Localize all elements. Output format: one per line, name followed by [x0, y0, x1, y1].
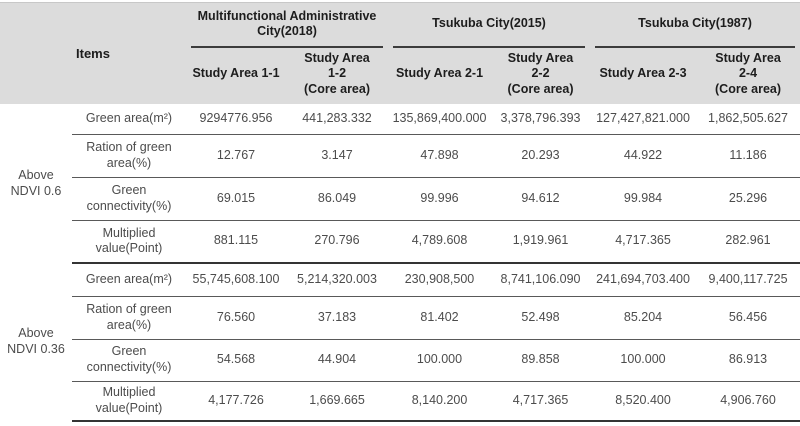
- header-group-row: Items Multifunctional Administrative Cit…: [0, 2, 800, 104]
- row-item-label: Green area(m²): [72, 104, 186, 135]
- column-header-study-area-1-2-core: Study Area 1-2 (Core area): [286, 48, 388, 104]
- column-header-study-area-1-1: Study Area 1-1: [186, 48, 286, 104]
- table-row: Ration of green area(%) 76.560 37.183 81…: [0, 296, 800, 340]
- row-item-label: Multiplied value(Point): [72, 220, 186, 264]
- row-group-label-above-ndvi-0-6: Above NDVI 0.6: [0, 104, 72, 263]
- table-row: Ration of green area(%) 12.767 3.147 47.…: [0, 134, 800, 178]
- data-cell: 3,378,796.393: [491, 104, 591, 135]
- data-cell: 270.796: [286, 220, 388, 264]
- data-cell: 282.961: [696, 220, 800, 264]
- table-header: Items Multifunctional Administrative Cit…: [0, 2, 800, 104]
- data-cell: 9,400,117.725: [696, 263, 800, 297]
- data-cell: 1,669.665: [286, 381, 388, 422]
- data-cell: 99.996: [388, 177, 491, 221]
- data-cell: 69.015: [186, 177, 286, 221]
- data-cell: 85.204: [590, 296, 697, 340]
- data-cell: 56.456: [696, 296, 800, 340]
- table-row: Green connectivity(%) 69.015 86.049 99.9…: [0, 177, 800, 221]
- data-cell: 9294776.956: [186, 104, 286, 135]
- column-header-study-area-2-1: Study Area 2-1: [388, 48, 491, 104]
- data-cell: 54.568: [186, 339, 286, 382]
- data-cell: 3.147: [286, 134, 388, 178]
- data-cell: 89.858: [491, 339, 591, 382]
- data-cell: 241,694,703.400: [590, 263, 697, 297]
- data-cell: 44.922: [590, 134, 697, 178]
- table-row: Multiplied value(Point) 4,177.726 1,669.…: [0, 381, 800, 422]
- table-row: Multiplied value(Point) 881.115 270.796 …: [0, 220, 800, 264]
- table-body: Above NDVI 0.6 Green area(m²) 9294776.95…: [0, 104, 800, 422]
- data-cell: 81.402: [388, 296, 491, 340]
- data-cell: 4,789.608: [388, 220, 491, 264]
- data-cell: 8,520.400: [590, 381, 697, 422]
- row-group-label-above-ndvi-0-36: Above NDVI 0.36: [0, 263, 72, 421]
- data-cell: 11.186: [696, 134, 800, 178]
- row-item-label: Green connectivity(%): [72, 339, 186, 382]
- column-header-study-area-2-2-core: Study Area 2-2 (Core area): [491, 48, 591, 104]
- group-header-tsukuba-city-2015: Tsukuba City(2015): [388, 2, 591, 48]
- data-cell: 20.293: [491, 134, 591, 178]
- table-row: Green connectivity(%) 54.568 44.904 100.…: [0, 339, 800, 382]
- data-cell: 55,745,608.100: [186, 263, 286, 297]
- data-cell: 441,283.332: [286, 104, 388, 135]
- data-cell: 230,908,500: [388, 263, 491, 297]
- data-cell: 12.767: [186, 134, 286, 178]
- data-cell: 76.560: [186, 296, 286, 340]
- row-item-label: Green area(m²): [72, 263, 186, 297]
- data-cell: 100.000: [388, 339, 491, 382]
- data-cell: 8,741,106.090: [491, 263, 591, 297]
- data-cell: 127,427,821.000: [590, 104, 697, 135]
- data-cell: 94.612: [491, 177, 591, 221]
- header-subcolumn-row: Study Area 1-1 Study Area 1-2 (Core area…: [0, 48, 800, 104]
- group-header-multifunctional-administrative-city-2018: Multifunctional Administrative City(2018…: [186, 2, 388, 48]
- group-header-label: Tsukuba City(2015): [393, 3, 586, 48]
- data-cell: 47.898: [388, 134, 491, 178]
- group-header-label: Tsukuba City(1987): [595, 3, 796, 48]
- data-cell: 4,177.726: [186, 381, 286, 422]
- group-header-tsukuba-city-1987: Tsukuba City(1987): [590, 2, 800, 48]
- data-cell: 86.913: [696, 339, 800, 382]
- data-cell: 4,906.760: [696, 381, 800, 422]
- data-cell: 8,140.200: [388, 381, 491, 422]
- data-cell: 4,717.365: [590, 220, 697, 264]
- data-cell: 881.115: [186, 220, 286, 264]
- data-cell: 52.498: [491, 296, 591, 340]
- data-cell: 44.904: [286, 339, 388, 382]
- table-row: Above NDVI 0.36 Green area(m²) 55,745,60…: [0, 263, 800, 421]
- data-cell: 100.000: [590, 339, 697, 382]
- row-item-label: Ration of green area(%): [72, 296, 186, 340]
- data-cell: 4,717.365: [491, 381, 591, 422]
- data-cell: 5,214,320.003: [286, 263, 388, 297]
- column-header-study-area-2-3: Study Area 2-3: [590, 48, 697, 104]
- row-item-label: Green connectivity(%): [72, 177, 186, 221]
- data-cell: 1,919.961: [491, 220, 591, 264]
- data-cell: 37.183: [286, 296, 388, 340]
- table-row: Above NDVI 0.6 Green area(m²) 9294776.95…: [0, 104, 800, 263]
- data-cell: 99.984: [590, 177, 697, 221]
- row-item-label: Ration of green area(%): [72, 134, 186, 178]
- group-header-label: Multifunctional Administrative City(2018…: [191, 3, 383, 48]
- items-header: Items: [0, 2, 186, 104]
- column-header-study-area-2-4-core: Study Area 2-4 (Core area): [696, 48, 800, 104]
- row-item-label: Multiplied value(Point): [72, 381, 186, 422]
- data-cell: 1,862,505.627: [696, 104, 800, 135]
- data-cell: 86.049: [286, 177, 388, 221]
- data-cell: 135,869,400.000: [388, 104, 491, 135]
- data-cell: 25.296: [696, 177, 800, 221]
